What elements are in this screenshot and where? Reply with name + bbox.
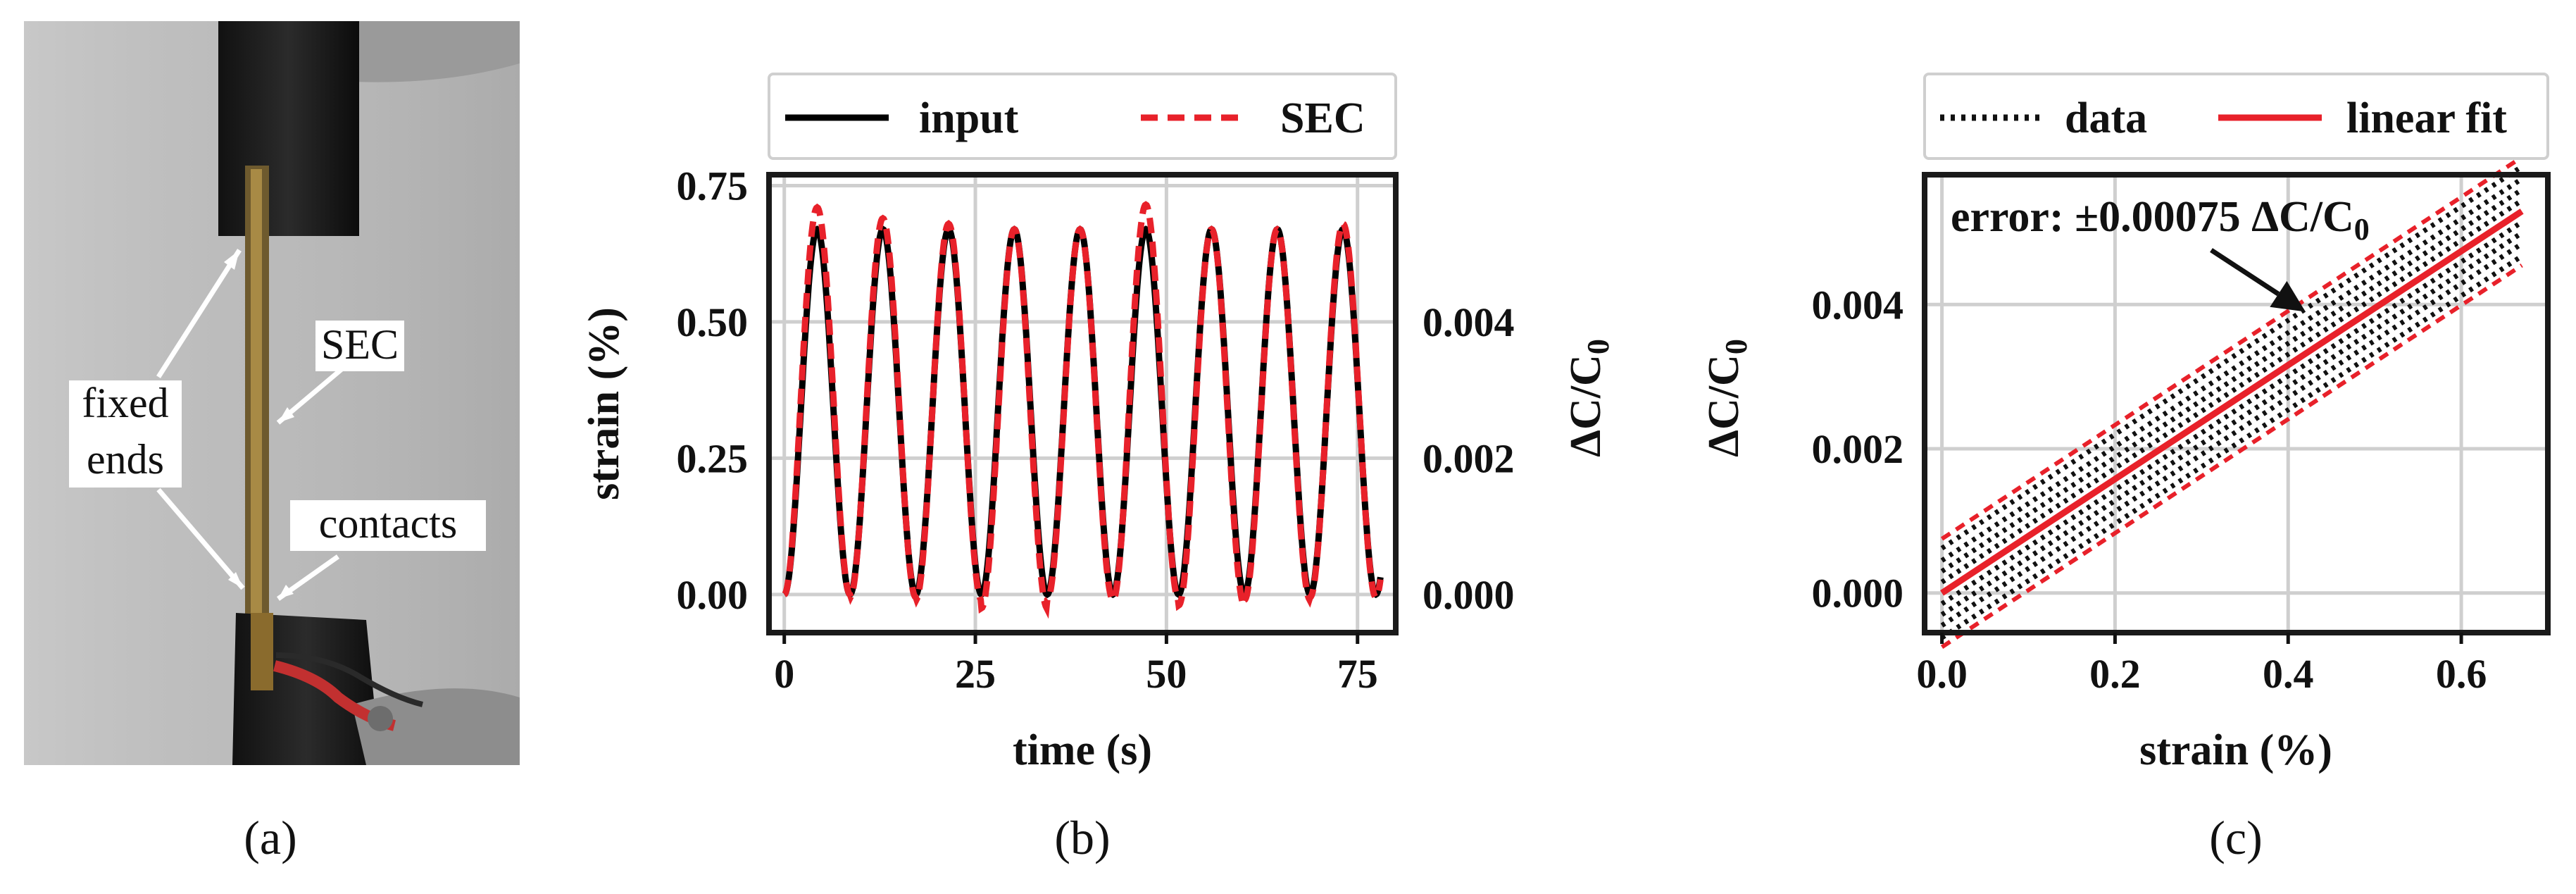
- chart-c-linear-fit: [1940, 209, 2524, 596]
- chart-c-ylabel: ΔC/C0: [1700, 339, 1753, 457]
- chart-b-legend-box: [768, 73, 1397, 160]
- chart-b-ytick-label: 0.25: [677, 435, 749, 481]
- chart-c-data-trace: [1940, 254, 2524, 640]
- panel-b-caption: (b): [1054, 811, 1110, 864]
- chart-c-ytick-label: 0.000: [1812, 571, 1904, 616]
- contact-pads: [251, 613, 273, 690]
- sec-label: SEC: [321, 321, 399, 368]
- chart-c-data-trace: [1940, 198, 2524, 585]
- panel-c-caption: (c): [2209, 811, 2262, 864]
- contacts-label-box: [290, 500, 486, 551]
- chart-b-series-sec: [782, 201, 1384, 619]
- chart-b-legend-label-sec: SEC: [1280, 94, 1365, 142]
- chart-c-data-trace: [1940, 176, 2524, 563]
- chart-b-y2ticks: 0.000 0.002 0.004: [1423, 299, 1515, 618]
- chart-b-xlabel: time (s): [1013, 726, 1152, 774]
- chart-b-frame: [766, 172, 1399, 635]
- chart-c-gridlines: [1925, 175, 2548, 633]
- chart-c-legend-label-data: data: [2065, 94, 2147, 142]
- chart-b-xtick-label: 0: [774, 651, 794, 697]
- top-clamp: [218, 21, 359, 236]
- chart-c-xtick-label: 0.2: [2089, 651, 2141, 697]
- chart-c-data-trace: [1940, 220, 2524, 606]
- callout-arrowheads: [224, 250, 294, 599]
- chart-b-ylabel: strain (%): [580, 307, 628, 500]
- chart-b-ytick-label: 0.75: [677, 163, 749, 209]
- panel-a-caption: (a): [244, 811, 296, 864]
- chart-c-ytick-label: 0.002: [1812, 426, 1904, 472]
- chart-c-xtick-label: 0.4: [2263, 651, 2314, 697]
- chart-c-data-trace: [1940, 242, 2524, 628]
- chart-b-xtick-label: 25: [955, 651, 996, 697]
- chart-c-series: [1940, 155, 2524, 649]
- chart-b-legend-label-input: input: [919, 94, 1019, 142]
- sec-label-box: [315, 321, 404, 371]
- chart-c-error-bound: [1940, 155, 2523, 541]
- wire-black: [275, 652, 423, 707]
- chart-c-annotation-arrow: [2210, 248, 2280, 297]
- chart-b-y2label: ΔC/C0: [1562, 339, 1615, 457]
- chart-b-ytick-label: 0.50: [677, 299, 749, 345]
- bottom-grip-body: [352, 688, 520, 765]
- fixed-ends-label-box: [69, 380, 182, 488]
- chart-c-legend-label-fit: linear fit: [2346, 94, 2507, 142]
- alligator-clip: [368, 706, 393, 731]
- chart-b-y2tick-label: 0.004: [1423, 299, 1515, 345]
- chart-b-xtick-label: 75: [1337, 651, 1378, 697]
- fixed-ends-label-line1: fixed: [82, 380, 168, 426]
- chart-c-xtick-label: 0.6: [2436, 651, 2487, 697]
- chart-c-xticks: 0.0 0.2 0.4 0.6: [1916, 633, 2487, 697]
- chart-b-y2tick-label: 0.000: [1423, 572, 1515, 618]
- chart-c-frame: [1922, 172, 2551, 635]
- chart-b: 0 25 50 75 0.00 0.25 0.50 0.75 0.000 0.002 0.004…: [580, 73, 1615, 774]
- chart-c-annotation-arrowhead: [2270, 280, 2306, 312]
- chart-b-yticks: 0.00 0.25 0.50 0.75: [677, 163, 749, 617]
- chart-b-ytick-label: 0.00: [677, 572, 749, 618]
- chart-c-annotation-text: error: ±0.00075 ΔC/C0: [1951, 193, 2370, 247]
- chart-c-ytick-label: 0.004: [1812, 282, 1904, 328]
- chart-c-data-trace: [1940, 230, 2524, 617]
- contacts-label: contacts: [319, 500, 458, 547]
- sec-electrode: [251, 169, 262, 669]
- chart-b-legend: input SEC: [768, 73, 1397, 160]
- panel-a-photo: fixed ends SEC contacts: [24, 21, 520, 765]
- chart-c-data-trace: [1940, 164, 2524, 551]
- chart-c-annotation: error: ±0.00075 ΔC/C0: [1951, 193, 2370, 312]
- chart-b-y2tick-label: 0.002: [1423, 435, 1515, 481]
- chart-c-data-trace: [1940, 187, 2524, 573]
- chart-c-error-bound: [1940, 263, 2523, 649]
- chart-b-series: [782, 201, 1384, 619]
- chart-c-legend: data linear fit: [1923, 73, 2549, 160]
- chart-b-xticks: 0 25 50 75: [774, 633, 1378, 697]
- chart-b-xtick-label: 50: [1146, 651, 1187, 697]
- fixed-ends-label-line2: ends: [87, 436, 164, 483]
- chart-c-yticks: 0.000 0.002 0.004: [1812, 282, 1904, 616]
- chart-c-xlabel: strain (%): [2139, 726, 2332, 774]
- chart-c-xtick-label: 0.0: [1916, 651, 1968, 697]
